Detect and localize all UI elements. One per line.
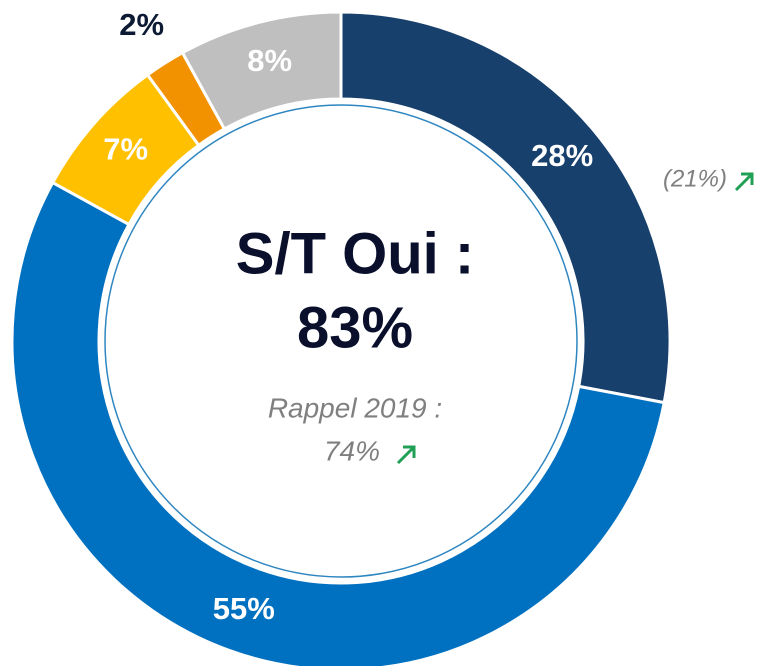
value-label: 7% bbox=[103, 131, 148, 166]
slice bbox=[180, 10, 343, 131]
center-value: 83% bbox=[297, 295, 413, 360]
up-arrow bbox=[734, 172, 754, 192]
value-label: 8% bbox=[247, 43, 292, 78]
center-note: Rappel 2019 : bbox=[268, 392, 442, 423]
inner-ring bbox=[104, 104, 578, 578]
annotation: (21%) bbox=[663, 165, 727, 192]
center-note-value: 74% bbox=[324, 435, 380, 466]
value-label: 55% bbox=[213, 591, 275, 626]
value-label: 28% bbox=[531, 138, 593, 173]
slice bbox=[10, 180, 666, 666]
value-label: 2% bbox=[119, 7, 164, 42]
center-title: S/T Oui : bbox=[236, 221, 474, 286]
up-arrow bbox=[396, 445, 416, 465]
slice bbox=[339, 10, 672, 405]
